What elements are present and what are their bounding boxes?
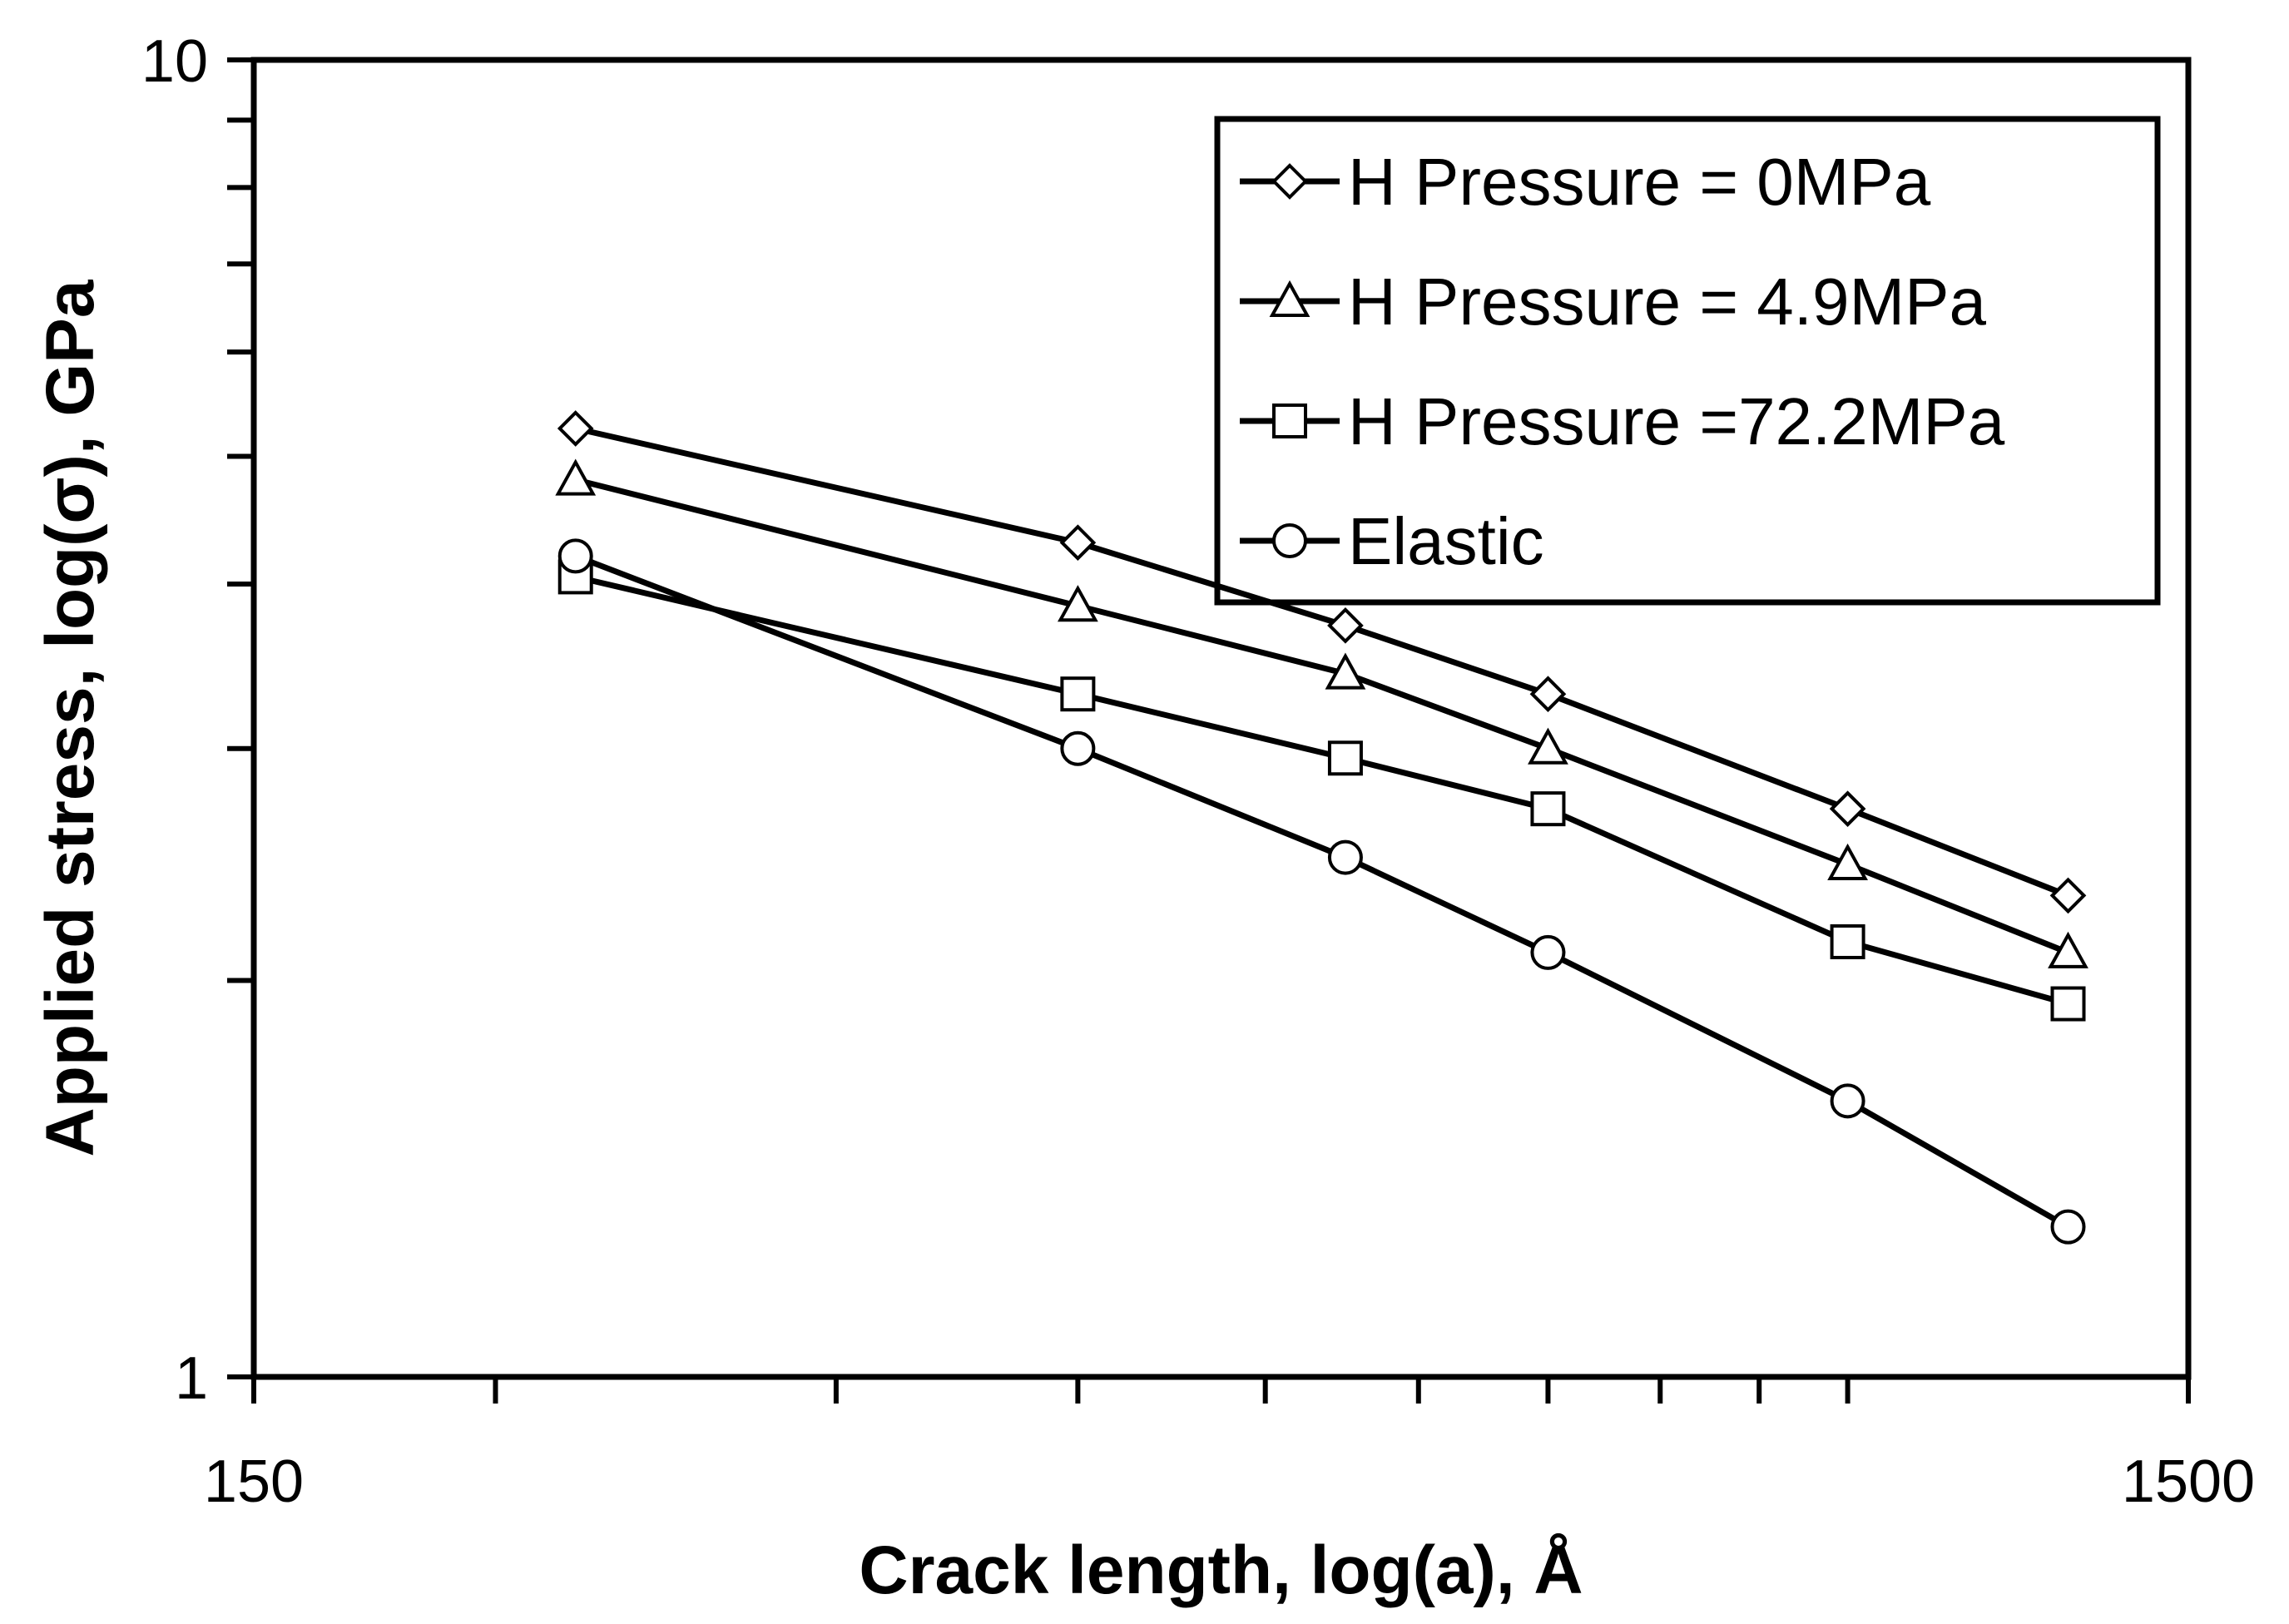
series-line <box>574 573 2069 1007</box>
data-point <box>1830 1083 1865 1119</box>
data-point <box>2050 1209 2086 1245</box>
data-point <box>1057 585 1098 622</box>
plot-frame <box>250 57 2192 1380</box>
data-point <box>1830 923 1865 959</box>
data-point <box>2050 986 2086 1022</box>
legend: H Pressure = 0MPa H Pressure = 4.9MPa H Pr… <box>1214 116 2161 606</box>
series-triangle <box>555 458 2088 968</box>
data-point <box>1327 740 1363 776</box>
series-line <box>574 425 2069 899</box>
legend-label: Elastic <box>1348 504 1544 578</box>
y-tick-label: 10 <box>141 28 208 95</box>
series-square <box>557 559 2086 1022</box>
data-point <box>1528 727 1568 765</box>
legend-item: H Pressure = 0MPa <box>1240 145 1931 219</box>
data-point <box>1059 524 1097 562</box>
data-point <box>1827 843 1868 880</box>
series-diamond <box>557 410 2087 914</box>
data-point <box>555 458 597 496</box>
data-point <box>1327 839 1363 875</box>
y-tick-label: 1 <box>175 1345 208 1412</box>
data-point <box>2048 931 2088 968</box>
legend-label: H Pressure = 0MPa <box>1348 145 1931 219</box>
data-point <box>557 538 593 574</box>
tick-labels: 1 10 150 1500 <box>141 28 2255 1515</box>
legend-marker <box>1272 523 1307 558</box>
x-tick-label: 150 <box>204 1448 304 1515</box>
data-point <box>2049 877 2087 914</box>
data-point <box>557 410 594 447</box>
x-tick-label: 1500 <box>2122 1448 2255 1515</box>
data-point <box>1829 790 1866 827</box>
series-line <box>574 477 2069 956</box>
legend-label: H Pressure =72.2MPa <box>1348 384 2005 458</box>
legend-label: H Pressure = 4.9MPa <box>1348 265 1987 339</box>
data-point <box>1530 791 1566 827</box>
legend-marker <box>1271 163 1308 200</box>
axes <box>250 57 2192 1380</box>
data-point <box>1327 607 1364 644</box>
x-axis-title: Crack length, log(a), Å <box>859 1532 1583 1608</box>
data-point <box>1060 676 1096 712</box>
data-point <box>1060 730 1096 766</box>
series-circle <box>557 538 2086 1245</box>
tick-marks <box>227 57 2191 1404</box>
legend-item: Elastic <box>1240 504 1544 578</box>
legend-marker <box>1269 280 1310 317</box>
legend-marker <box>1272 404 1307 438</box>
data-point <box>1529 676 1567 713</box>
data-point <box>1325 652 1366 690</box>
legend-item: H Pressure =72.2MPa <box>1240 384 2005 458</box>
series-line <box>574 553 2070 1230</box>
data-point <box>1530 934 1566 970</box>
legend-item: H Pressure = 4.9MPa <box>1240 265 1987 339</box>
legend-box <box>1214 116 2161 606</box>
series-layer <box>555 410 2088 1245</box>
y-axis-title: Applied stress, log(σ), GPa <box>32 279 108 1156</box>
